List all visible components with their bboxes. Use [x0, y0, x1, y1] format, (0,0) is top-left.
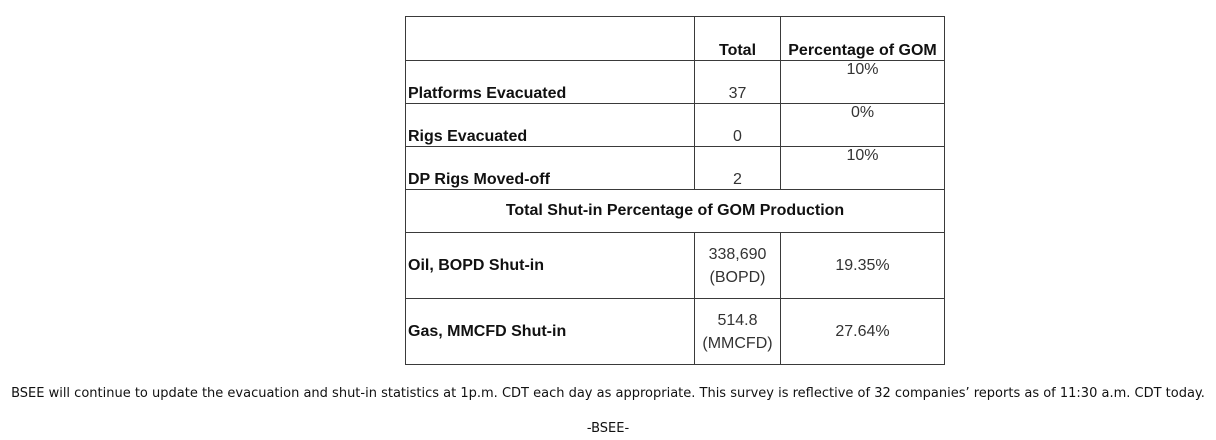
gas-total-unit: (MMCFD): [702, 334, 773, 352]
row-percentage-oil-shut-in: 19.35%: [780, 232, 945, 299]
header-blank-cell: [405, 16, 695, 61]
table-row: Rigs Evacuated 0 0%: [405, 103, 945, 147]
gas-total-value: 514.8: [717, 311, 758, 329]
section-header-row: Total Shut-in Percentage of GOM Producti…: [405, 189, 945, 233]
section-title: Total Shut-in Percentage of GOM Producti…: [405, 189, 945, 233]
row-label-platforms-evacuated: Platforms Evacuated: [405, 60, 695, 104]
row-label-oil-shut-in: Oil, BOPD Shut-in: [405, 232, 695, 299]
row-percentage-rigs-evacuated: 0%: [780, 103, 945, 147]
row-percentage-gas-shut-in: 27.64%: [780, 298, 945, 365]
row-percentage-dp-rigs-moved-off: 10%: [780, 146, 945, 190]
table-row: Oil, BOPD Shut-in 338,690 (BOPD) 19.35%: [405, 232, 945, 299]
table-row: DP Rigs Moved-off 2 10%: [405, 146, 945, 190]
row-total-oil-shut-in: 338,690 (BOPD): [694, 232, 781, 299]
header-total: Total: [694, 16, 781, 61]
row-total-platforms-evacuated: 37: [694, 60, 781, 104]
oil-total-value: 338,690: [708, 245, 767, 263]
row-total-rigs-evacuated: 0: [694, 103, 781, 147]
row-label-rigs-evacuated: Rigs Evacuated: [405, 103, 695, 147]
table-row: Gas, MMCFD Shut-in 514.8 (MMCFD) 27.64%: [405, 298, 945, 365]
row-total-dp-rigs-moved-off: 2: [694, 146, 781, 190]
row-label-dp-rigs-moved-off: DP Rigs Moved-off: [405, 146, 695, 190]
header-percentage: Percentage of GOM: [780, 16, 945, 61]
row-percentage-platforms-evacuated: 10%: [780, 60, 945, 104]
signoff: -BSEE-: [586, 421, 630, 436]
update-note: BSEE will continue to update the evacuat…: [11, 386, 1205, 401]
evacuation-statistics-table: Total Percentage of GOM Platforms Evacua…: [405, 16, 945, 365]
table-header-row: Total Percentage of GOM: [405, 16, 945, 61]
oil-total-unit: (BOPD): [709, 268, 766, 286]
table-row: Platforms Evacuated 37 10%: [405, 60, 945, 104]
row-label-gas-shut-in: Gas, MMCFD Shut-in: [405, 298, 695, 365]
row-total-gas-shut-in: 514.8 (MMCFD): [694, 298, 781, 365]
